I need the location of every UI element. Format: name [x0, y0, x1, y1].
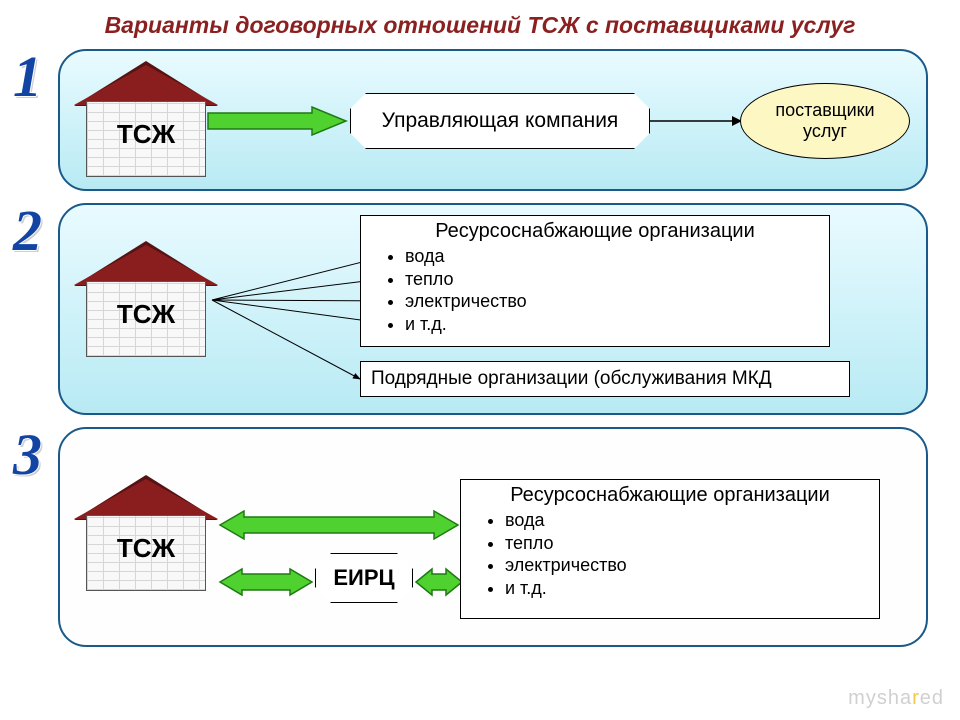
contractors-box: Подрядные организации (обслуживания МКД — [360, 361, 850, 397]
panel-3: 3 ТСЖ ЕИРЦ Ресурсоснабжающие организации… — [58, 427, 928, 647]
panel-number-2: 2 — [13, 197, 42, 264]
list-item: вода — [505, 509, 879, 532]
mgmt-company-label: Управляющая компания — [382, 109, 619, 133]
contractors-label: Подрядные организации (обслуживания МКД — [371, 368, 772, 390]
eirc-node: ЕИРЦ — [315, 553, 413, 603]
list-item: электричество — [505, 554, 879, 577]
resources-box-3: Ресурсоснабжающие организации вода тепло… — [460, 479, 880, 619]
block-arrow-double — [220, 569, 312, 595]
resources-title-3: Ресурсоснабжающие организации — [461, 484, 879, 507]
eirc-label: ЕИРЦ — [333, 565, 394, 591]
panel-1: 1 ТСЖ Управляющая компания поставщики ус… — [58, 49, 928, 191]
list-item: электричество — [405, 290, 829, 313]
block-arrow-double — [220, 511, 458, 539]
watermark: myshared — [848, 687, 944, 710]
thin-arrow-right — [650, 113, 742, 129]
panel-number-3: 3 — [13, 421, 42, 488]
mgmt-company-node: Управляющая компания — [350, 93, 650, 149]
list-item: вода — [405, 245, 829, 268]
panel-2: 2 ТСЖ Ресурсоснабжающие организации вода… — [58, 203, 928, 415]
resources-title-2: Ресурсоснабжающие организации — [361, 220, 829, 243]
resources-list-2: вода тепло электричество и т.д. — [361, 245, 829, 335]
roof-icon — [74, 479, 218, 519]
house-label: ТСЖ — [86, 119, 206, 150]
list-item: и т.д. — [505, 577, 879, 600]
house-label: ТСЖ — [86, 533, 206, 564]
resources-list-3: вода тепло электричество и т.д. — [461, 509, 879, 599]
page-title: Варианты договорных отношений ТСЖ с пост… — [20, 12, 940, 39]
list-item: тепло — [505, 532, 879, 555]
suppliers-label: поставщики услуг — [775, 100, 874, 141]
panel-number-1: 1 — [13, 43, 42, 110]
block-arrow-double — [416, 569, 462, 595]
block-arrow-right — [208, 107, 348, 137]
roof-icon — [74, 65, 218, 105]
resources-box-2: Ресурсоснабжающие организации вода тепло… — [360, 215, 830, 347]
list-item: тепло — [405, 268, 829, 291]
list-item: и т.д. — [405, 313, 829, 336]
suppliers-node: поставщики услуг — [740, 83, 910, 159]
